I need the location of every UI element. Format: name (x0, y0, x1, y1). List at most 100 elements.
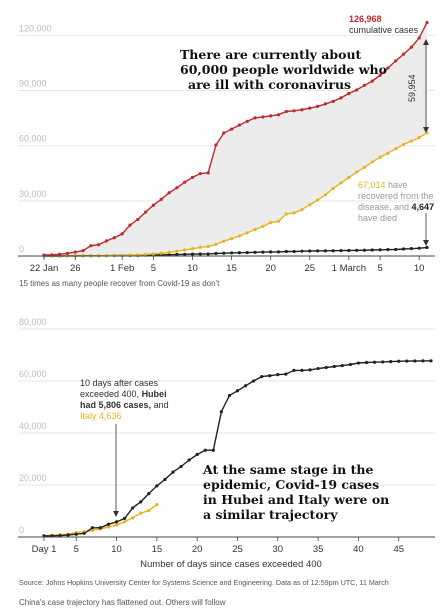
data-point-hubei (316, 366, 320, 371)
data-point-hubei (364, 360, 369, 365)
data-point-hubei (106, 522, 111, 526)
data-point-hubei (324, 365, 328, 370)
data-point-cases (362, 83, 367, 87)
chart-2-x-tick: 30 (273, 544, 284, 555)
data-point-deaths (167, 253, 171, 257)
data-point-deaths (183, 252, 187, 256)
chart-1-x-tick: 10 (414, 263, 425, 274)
data-point-hubei (203, 448, 207, 452)
chart-1-y-tick: 30,000 (19, 189, 47, 199)
chart-2-x-tick: 10 (111, 544, 122, 555)
data-point-deaths (417, 246, 421, 250)
data-point-cases (214, 143, 218, 147)
chart-2-x-tick: 15 (152, 544, 163, 555)
data-point-recovered (276, 219, 281, 223)
chart-1-x-tick: 1 March (332, 263, 366, 274)
chart-1-y-tick: 0 (19, 244, 24, 254)
data-point-recovered (339, 181, 343, 185)
data-point-deaths (394, 247, 398, 252)
data-point-cases (386, 66, 390, 70)
data-point-recovered (198, 245, 202, 249)
data-point-deaths (198, 252, 202, 256)
cases-text-label: cumulative cases (349, 25, 419, 35)
chart-2-headline-line-4: a similar trajectory (203, 507, 338, 522)
chart-1-headline: There are currently about 60,000 people … (180, 47, 387, 92)
data-point-deaths (253, 250, 257, 254)
recovered-annotation-line-2: recovered from the (358, 191, 434, 201)
chart-2-x-tick: 5 (74, 544, 79, 555)
data-point-deaths (269, 250, 273, 254)
data-point-italy (123, 520, 127, 524)
chart-2-y-tick: 60,000 (19, 369, 47, 379)
data-point-italy (147, 509, 151, 513)
data-point-deaths (261, 250, 265, 254)
data-point-deaths (229, 251, 234, 255)
chart-1-caption: 15 times as many people recover from Cov… (19, 279, 220, 288)
chart-2-gridlines (18, 328, 435, 486)
cases-value-label: 126,968 (349, 14, 382, 24)
data-point-recovered (409, 139, 413, 143)
data-point-italy (90, 528, 94, 533)
data-point-deaths (237, 251, 242, 255)
chart-1-x-tick: 22 Jan (30, 263, 59, 274)
data-point-hubei (90, 526, 94, 530)
data-point-deaths (300, 249, 304, 253)
data-point-deaths (175, 252, 179, 257)
data-point-recovered (331, 186, 335, 191)
data-point-hubei (74, 532, 78, 536)
chart-1-y-tick: 120,000 (19, 23, 52, 33)
data-point-recovered (308, 203, 312, 207)
data-point-deaths (409, 247, 413, 251)
chart-1-x-tick: 25 (304, 263, 315, 274)
chart-2-x-axis-label: Number of days since cases exceeded 400 (140, 559, 322, 570)
chart-2-y-tick: 0 (19, 525, 24, 535)
data-point-cases (261, 115, 265, 119)
data-point-cases (104, 239, 109, 243)
chart-1-x-tick-labels: 22 Jan 26 1 Feb 5 10 15 20 25 1 March 5 10 (30, 256, 425, 274)
data-point-cases (159, 197, 163, 201)
data-point-hubei (397, 359, 401, 363)
data-point-cases (394, 59, 398, 63)
gap-arrow (423, 39, 429, 133)
data-point-deaths (245, 250, 249, 255)
data-point-hubei (82, 531, 86, 535)
data-point-hubei (340, 364, 344, 368)
data-point-recovered (323, 193, 327, 197)
data-point-cases (417, 36, 421, 40)
data-point-deaths (386, 248, 390, 252)
gap-value-label: 59,954 (407, 74, 417, 102)
data-point-italy (106, 525, 111, 529)
data-point-recovered (362, 165, 367, 169)
data-point-cases (198, 172, 202, 176)
data-point-cases (253, 116, 257, 120)
data-point-cases (222, 131, 226, 135)
data-point-recovered (378, 155, 382, 159)
data-point-recovered (253, 228, 257, 232)
data-point-hubei (139, 500, 143, 504)
data-point-cases (425, 20, 429, 25)
data-point-cases (284, 109, 288, 114)
data-point-cases (112, 236, 116, 240)
data-point-deaths (331, 249, 335, 253)
data-point-recovered (167, 250, 171, 254)
data-point-deaths (190, 252, 195, 256)
data-point-hubei (235, 389, 240, 393)
data-point-deaths (222, 251, 226, 255)
day-10-arrow-head (113, 511, 119, 517)
chart-1-x-tick: 20 (265, 263, 276, 274)
data-point-hubei (276, 373, 280, 377)
data-point-cases (167, 191, 171, 195)
data-point-deaths (425, 245, 429, 250)
data-point-cases (136, 217, 140, 222)
chart-1-headline-line-1: There are currently about (180, 47, 362, 62)
data-point-deaths (370, 248, 374, 252)
data-point-hubei (243, 384, 248, 388)
data-point-cases (151, 203, 156, 207)
data-point-hubei (421, 359, 425, 363)
data-point-cases (81, 249, 85, 253)
chart-2-x-tick-labels: Day 1 5 10 15 20 25 30 35 40 45 (32, 537, 404, 555)
data-point-cases (331, 99, 335, 103)
data-point-cases (175, 186, 179, 190)
data-point-hubei (356, 361, 361, 365)
